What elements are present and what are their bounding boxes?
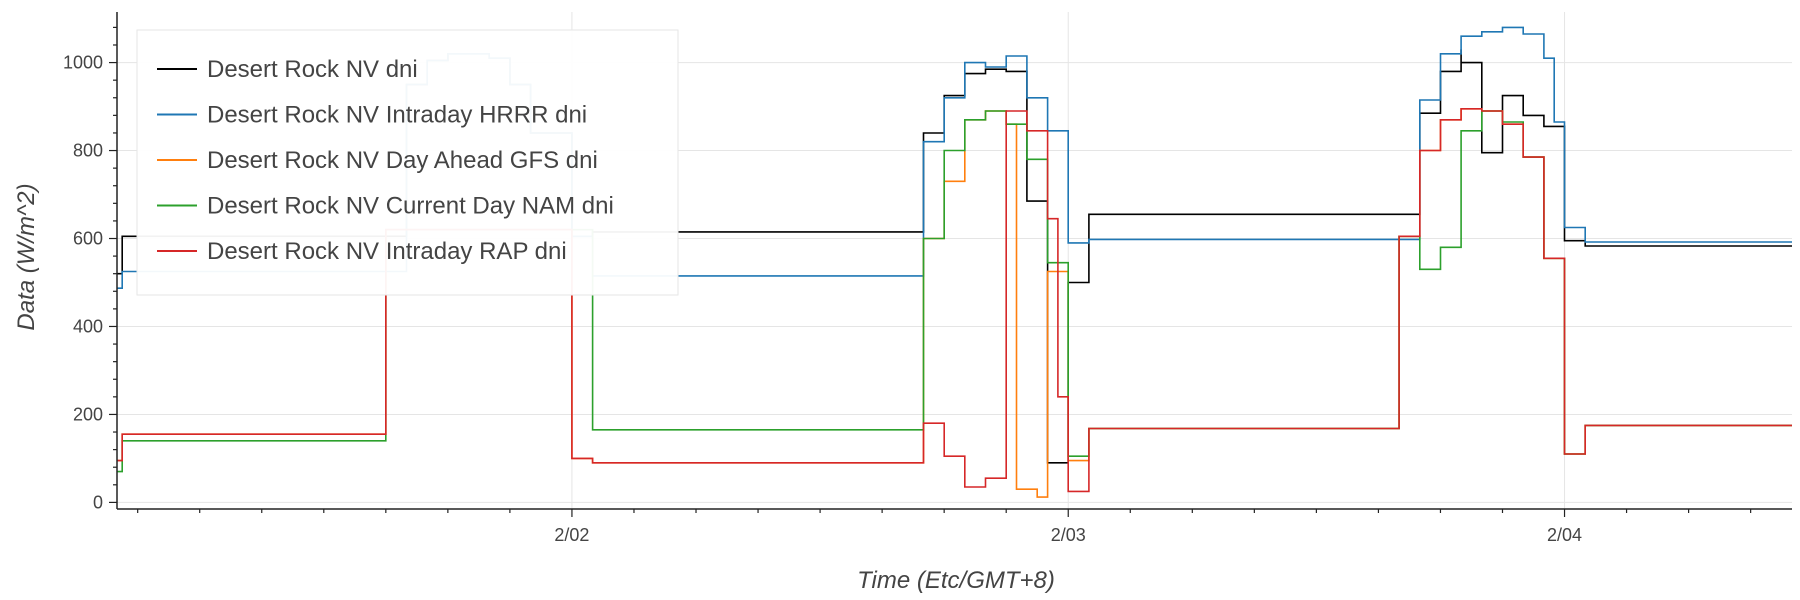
y-tick-label: 600 [73,229,103,249]
y-tick-label: 200 [73,404,103,424]
series-line-5 [117,108,1792,493]
legend-entry[interactable]: Desert Rock NV Day Ahead GFS dni [207,147,598,174]
legend-entry[interactable]: Desert Rock NV Intraday HRRR dni [207,102,587,129]
x-tick-label: 2/02 [554,525,589,545]
x-tick-label: 2/04 [1547,525,1582,545]
y-tick-label: 800 [73,141,103,161]
legend[interactable]: Desert Rock NV dni Desert Rock NV Intrada… [136,29,679,296]
y-axis-label: Data (W/m^2) [13,183,40,330]
legend-entry[interactable]: Desert Rock NV Intraday RAP dni [207,238,567,265]
y-tick-label: 0 [93,492,103,512]
y-tick-label: 400 [73,316,103,336]
axes: 0 200 400 600 800 1000 2/02 2/03 2/04 [63,12,1792,545]
legend-entry[interactable]: Desert Rock NV Current Day NAM dni [207,193,614,220]
y-tick-label: 1000 [63,53,103,73]
legend-box [136,29,679,296]
legend-entry[interactable]: Desert Rock NV dni [207,56,418,83]
x-axis-label: Time (Etc/GMT+8) [857,567,1055,594]
x-tick-label: 2/03 [1051,525,1086,545]
